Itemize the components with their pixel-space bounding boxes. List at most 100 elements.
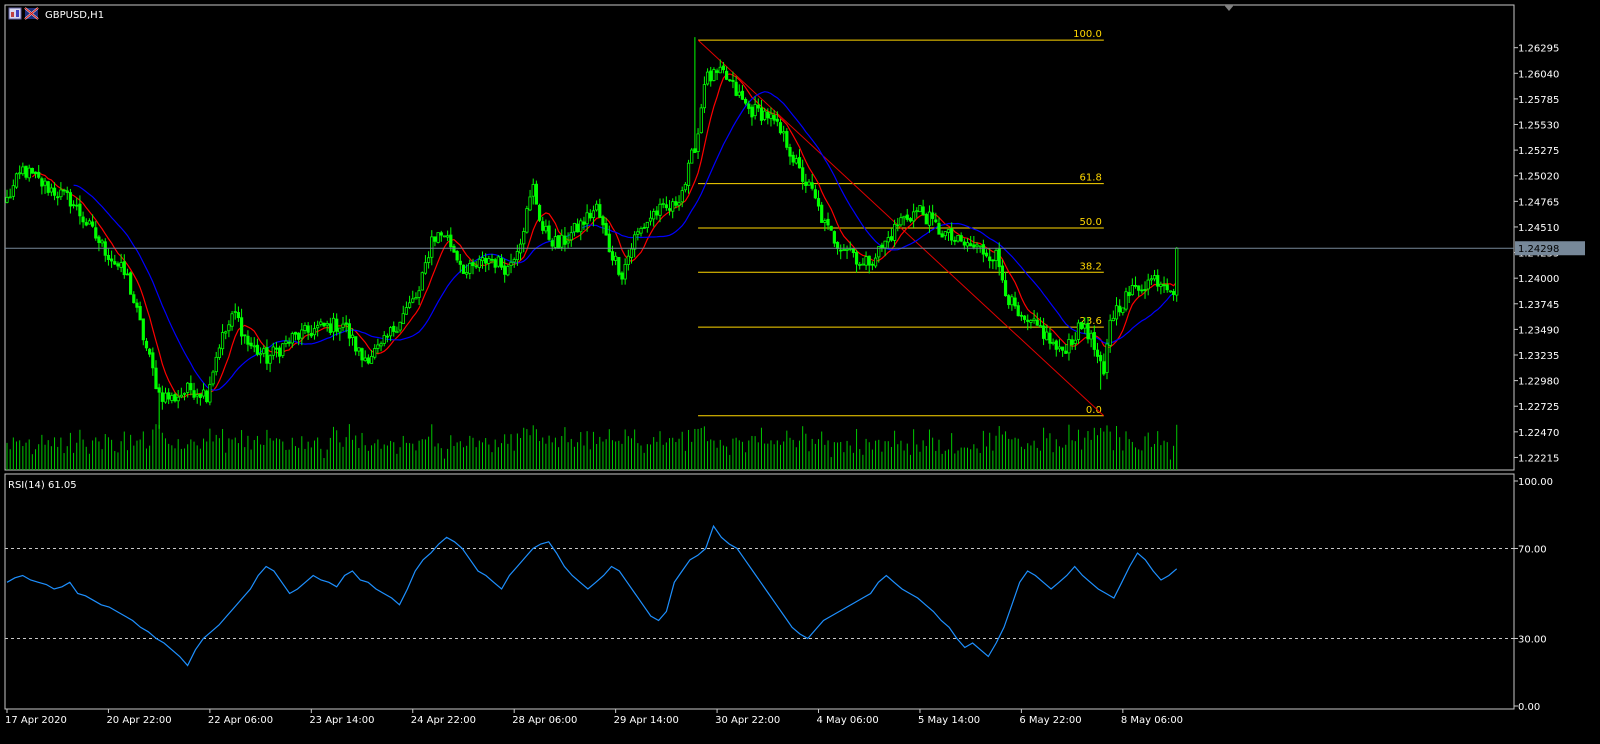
rsi-pane[interactable]: 100.00 70.00 30.00 0.00 RSI(14) 61.05 (4, 473, 1553, 713)
candle-body (360, 348, 364, 361)
candle-body (639, 227, 643, 234)
chart-window-icon (8, 7, 22, 20)
candle-body (236, 312, 241, 319)
fibonacci-retracement[interactable]: 100.0 61.8 50.0 38.2 23.6 0.0 (697, 29, 1105, 417)
candle-body (769, 113, 773, 119)
candle-body (430, 236, 434, 258)
candle-body (851, 248, 855, 254)
candle-body (699, 107, 703, 134)
candle-body (509, 261, 513, 266)
price-tick-label: 1.25785 (1518, 95, 1559, 106)
candle-body (588, 212, 592, 219)
candle-body (452, 245, 456, 253)
candle-body (1070, 339, 1074, 345)
candle-body (414, 297, 418, 300)
candle-body (835, 241, 840, 249)
candle-body (366, 357, 370, 364)
price-tick-label: 1.25275 (1518, 146, 1559, 157)
candle-body (912, 211, 916, 222)
candle-body (918, 205, 922, 213)
candle-body (652, 211, 656, 220)
price-tick-label: 1.24765 (1518, 197, 1559, 208)
candle-body (1149, 278, 1153, 281)
candle-body (788, 147, 792, 157)
candle-body (896, 224, 900, 227)
candle-body (801, 167, 805, 182)
candle-body (1114, 305, 1119, 320)
candle-body (934, 219, 938, 223)
candle-body (37, 171, 41, 178)
fib-level-label: 0.0 (1086, 405, 1102, 416)
candle-body (278, 347, 282, 357)
candle-body (436, 232, 440, 243)
candle-body (141, 318, 145, 341)
candle-body (547, 225, 551, 240)
candle-body (763, 110, 767, 120)
candle-body (1000, 265, 1004, 281)
candle-body (1137, 285, 1141, 291)
candle-body (344, 322, 348, 325)
candle-body (560, 234, 564, 248)
candle-body (924, 213, 928, 225)
candle-body (709, 70, 713, 82)
candle-body (179, 394, 183, 398)
candle-body (487, 258, 491, 264)
candle-body (122, 261, 126, 276)
candle-body (205, 390, 209, 403)
candle-body (553, 236, 558, 248)
candle-body (534, 183, 538, 205)
candle-body (674, 201, 678, 206)
candle-body (880, 244, 884, 249)
candle-body (132, 294, 136, 304)
time-tick-label: 8 May 06:00 (1121, 715, 1183, 726)
candle-body (176, 396, 180, 402)
time-tick-label: 28 Apr 06:00 (512, 715, 577, 726)
candle-body (873, 257, 878, 267)
candle-body (113, 261, 117, 265)
candle-body (1152, 275, 1157, 280)
candle-body (341, 323, 345, 328)
candle-body (316, 325, 320, 329)
candle-body (991, 259, 995, 262)
candle-body (300, 329, 304, 339)
candle-body (940, 233, 944, 238)
candle-body (309, 333, 313, 337)
candle-body (661, 203, 665, 205)
candle-body (208, 384, 212, 403)
candle-body (905, 214, 909, 220)
candle-body (293, 331, 298, 335)
candle-body (839, 249, 843, 252)
candle-body (1092, 332, 1096, 350)
candle-body (14, 173, 19, 188)
candle-body (1019, 314, 1024, 317)
candle-body (1130, 285, 1134, 296)
candle-body (1007, 295, 1011, 306)
candle-body (1165, 284, 1169, 291)
price-tick-label: 1.23490 (1518, 325, 1559, 336)
candle-body (65, 190, 69, 193)
candle-body (157, 387, 161, 393)
candle-body (791, 154, 795, 163)
candle-body (385, 335, 390, 338)
price-pane[interactable]: 100.061.850.038.223.60.0 1.262951.260401… (4, 4, 1585, 471)
candle-body (572, 222, 577, 233)
fib-trend-line (697, 39, 1105, 417)
candle-body (633, 234, 637, 250)
candle-body (354, 336, 358, 352)
candle-body (728, 79, 732, 82)
candle-body (591, 210, 596, 219)
candle-body (877, 246, 881, 258)
candle-body (392, 325, 396, 332)
candle-body (138, 306, 142, 321)
candle-body (750, 106, 754, 118)
candle-body (1048, 332, 1052, 344)
candle-body (813, 189, 817, 199)
candle-body (198, 393, 202, 398)
shift-marker[interactable] (1224, 5, 1234, 11)
candle-body (975, 244, 979, 247)
candle-body (1175, 247, 1179, 296)
candle-body (1108, 319, 1112, 346)
candle-body (997, 248, 1001, 268)
candle-body (357, 347, 361, 352)
